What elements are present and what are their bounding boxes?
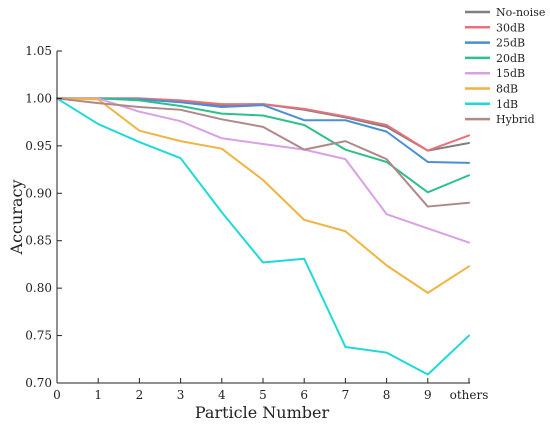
- series-line-no-noise: [56, 97, 470, 152]
- legend-label-25db: 25dB: [496, 37, 525, 50]
- y-axis-title: Accuracy: [7, 180, 26, 256]
- y-tick-label: 0.95: [25, 139, 52, 153]
- legend: No-noise 30dB 25dB 20dB 15dB 8dB 1dB Hybrid: [465, 6, 545, 126]
- legend-label-1db: 1dB: [496, 98, 518, 111]
- x-tick-label: others: [450, 388, 489, 402]
- legend-label-20db: 20dB: [496, 52, 525, 65]
- y-tick-label: 0.85: [25, 234, 52, 248]
- y-tick-label: 1.00: [25, 91, 52, 105]
- x-tick-label: 0: [53, 388, 61, 402]
- x-tick-label: 5: [259, 388, 267, 402]
- y-tick-label: 0.75: [25, 329, 52, 343]
- y-tick-label: 1.05: [25, 44, 52, 58]
- axes: [56, 51, 470, 384]
- x-tick-label: 4: [218, 388, 226, 402]
- x-tick-label: 8: [383, 388, 391, 402]
- series-line-15db: [56, 97, 470, 244]
- y-ticks: 0.70 0.75 0.80 0.85 0.90 0.95 1.00 1.05: [25, 44, 62, 390]
- x-ticks: 0 1 2 3 4 5 6 7 8 9 others: [53, 378, 488, 402]
- x-tick-label: 6: [300, 388, 308, 402]
- x-axis-title: Particle Number: [195, 403, 330, 422]
- plot-lines: [56, 97, 470, 376]
- x-tick-label: 2: [136, 388, 144, 402]
- legend-label-hybrid: Hybrid: [496, 113, 535, 126]
- x-tick-label: 3: [177, 388, 185, 402]
- x-tick-label: 9: [424, 388, 432, 402]
- series-line-25db: [56, 97, 470, 164]
- series-line-8db: [56, 97, 470, 294]
- legend-label-15db: 15dB: [496, 67, 525, 80]
- series-line-30db: [56, 97, 470, 152]
- y-tick-label: 0.80: [25, 281, 52, 295]
- legend-label-8db: 8dB: [496, 83, 518, 96]
- legend-label-no-noise: No-noise: [496, 6, 545, 19]
- y-tick-label: 0.70: [25, 376, 52, 390]
- series-line-20db: [56, 97, 470, 194]
- legend-label-30db: 30dB: [496, 21, 525, 34]
- series-line-1db: [56, 97, 470, 376]
- series-line-hybrid: [56, 97, 470, 208]
- y-tick-label: 0.90: [25, 186, 52, 200]
- x-tick-label: 7: [342, 388, 350, 402]
- x-tick-label: 1: [94, 388, 102, 402]
